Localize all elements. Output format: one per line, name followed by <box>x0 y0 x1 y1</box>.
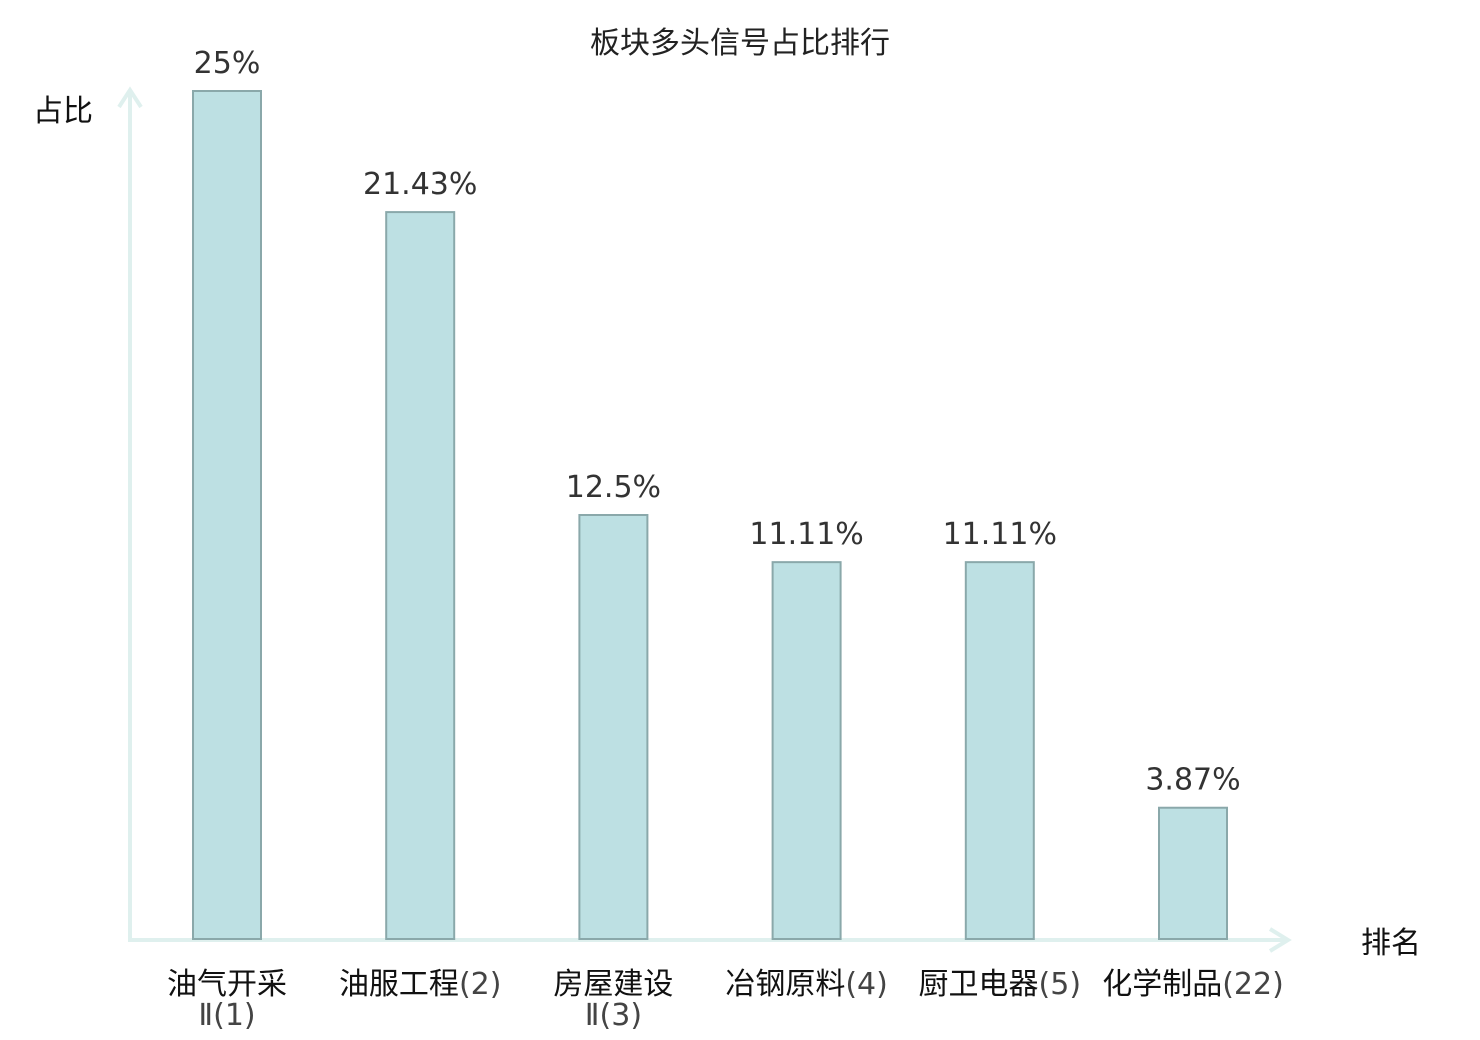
bar-1 <box>192 90 262 940</box>
value-label-4: 11.11% <box>749 517 863 552</box>
bars-group <box>192 90 1228 941</box>
y-axis-label: 占比 <box>33 94 93 129</box>
x-axis-arrow <box>1268 927 1292 953</box>
tick-label-1: 油气开采 <box>167 967 287 1002</box>
value-label-1: 25% <box>194 46 261 81</box>
tick-label-4: 冶钢原料(4) <box>725 967 888 1002</box>
x-axis-label: 排名 <box>1361 926 1421 961</box>
value-label-3: 12.5% <box>566 470 661 505</box>
value-label-5: 11.11% <box>943 517 1057 552</box>
bar-5 <box>964 561 1035 940</box>
bar-3 <box>578 514 649 940</box>
tick-label-3: 房屋建设 <box>553 967 673 1002</box>
tick-rank-3: Ⅱ(3) <box>585 998 642 1033</box>
bar-4 <box>771 561 842 940</box>
tick-rank-1: Ⅱ(1) <box>198 998 255 1033</box>
y-axis-arrow <box>117 86 143 109</box>
bar-2 <box>385 211 456 940</box>
chart-title: 板块多头信号占比排行 <box>590 26 890 61</box>
value-label-2: 21.43% <box>363 167 477 202</box>
value-labels-group: 25% 21.43% 12.5% 11.11% 11.11% 3.87% <box>194 46 1241 798</box>
tick-label-6: 化学制品(22) <box>1102 967 1284 1002</box>
bar-6 <box>1158 806 1228 941</box>
tick-label-5: 厨卫电器(5) <box>919 967 1082 1002</box>
tick-label-2: 油服工程(2) <box>339 967 502 1002</box>
value-label-6: 3.87% <box>1145 763 1240 798</box>
